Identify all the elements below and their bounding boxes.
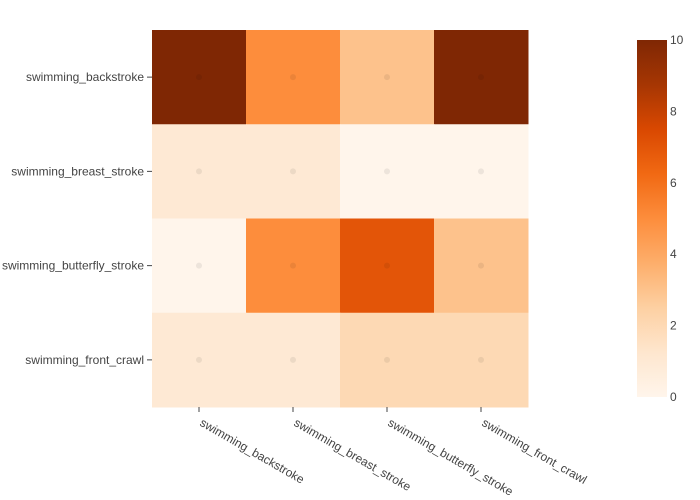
y-tick-label: swimming_breast_stroke	[11, 164, 144, 178]
colorbar-tick-label: 2	[670, 319, 677, 333]
cell-marker	[290, 262, 296, 269]
heatmap-cells	[152, 30, 529, 408]
cell-marker	[196, 262, 202, 269]
cell-marker	[478, 356, 484, 363]
colorbar-tick-label: 4	[670, 247, 677, 261]
colorbar	[637, 40, 667, 397]
cell-marker	[290, 168, 296, 175]
colorbar-tick-label: 6	[670, 176, 677, 190]
cell-marker	[290, 74, 296, 81]
cell-marker	[196, 356, 202, 363]
cell-marker	[290, 356, 296, 363]
y-tick-label: swimming_front_crawl	[25, 353, 144, 367]
cell-marker	[196, 168, 202, 175]
cell-marker	[384, 262, 390, 269]
colorbar-tick-label: 0	[670, 390, 677, 404]
y-axis-tick-labels: swimming_backstroke swimming_breast_strok…	[2, 70, 152, 367]
cell-marker	[478, 74, 484, 81]
cell-marker	[478, 262, 484, 269]
colorbar-tick-label: 8	[670, 104, 677, 118]
cell-marker	[478, 168, 484, 175]
cell-marker	[196, 74, 202, 81]
y-tick-label: swimming_backstroke	[26, 70, 144, 84]
colorbar-tick-label: 10	[670, 33, 684, 47]
y-tick-label: swimming_butterfly_stroke	[2, 259, 144, 273]
colorbar-tick-labels: 0 2 4 6 8 10	[670, 33, 684, 404]
cell-marker	[384, 168, 390, 175]
x-axis-tick-labels: swimming_backstrokeswimming_breast_strok…	[198, 407, 589, 499]
cell-marker	[384, 74, 390, 81]
cell-marker	[384, 356, 390, 363]
x-tick-label: swimming_backstroke	[198, 415, 308, 486]
